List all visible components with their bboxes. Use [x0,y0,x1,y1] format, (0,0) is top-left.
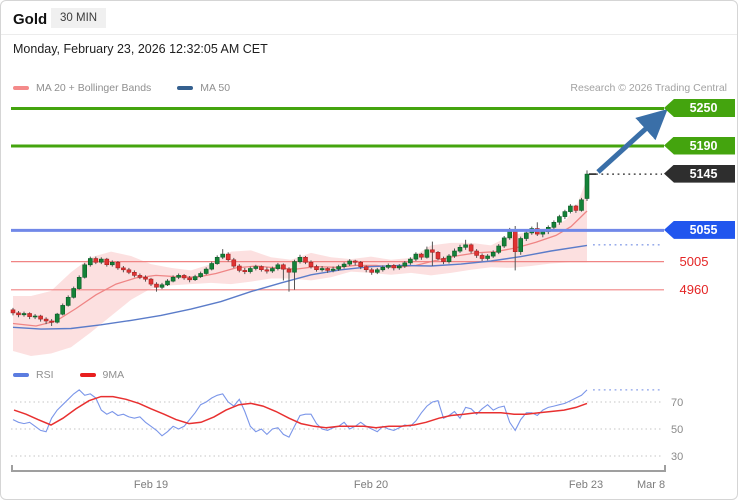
price-level-badge-5190: 5190 [664,136,735,155]
x-axis-label: Feb 19 [134,479,168,491]
ma20-legend-dash-icon [13,86,29,90]
price-level-badge-5250: 5250 [664,99,735,117]
nine-ma-legend-dash-icon [79,373,96,377]
candles [10,170,590,326]
header-divider [1,34,737,35]
research-credit: Research © 2026 Trading Central [570,82,727,94]
ma50-legend-dash-icon [177,86,194,90]
legend-label: MA 20 + Bollinger Bands [36,82,152,94]
instrument-title: Gold [13,11,48,28]
rsi-9ma-line [13,395,588,429]
legend-item-ma50: MA 50 [177,82,230,94]
price-level-badge-5145: 5145 [664,164,735,183]
timeframe-badge[interactable]: 30 MIN [51,8,107,28]
forecast-arrow [596,108,668,174]
price-level-label-5005: 5005 [679,253,709,269]
rsi-line [12,389,588,438]
legend-label: RSI [36,369,54,381]
chart-date: Monday, February 23, 2026 12:32:05 AM CE… [13,42,268,56]
main-legend: MA 20 + Bollinger Bands MA 50 [13,82,248,94]
legend-item-ma20-bollinger: MA 20 + Bollinger Bands [13,82,151,94]
bollinger-band-fill [13,178,587,356]
rsi-legend-dash-icon [13,373,29,377]
rsi-level-label: 70 [671,397,683,409]
x-axis [11,465,666,472]
x-axis-label: Feb 23 [569,479,603,491]
x-axis-label: Feb 20 [354,479,388,491]
x-axis-label: Mar 8 [637,479,665,491]
legend-label: 9MA [102,369,125,381]
rsi-legend: RSI 9MA [13,369,142,381]
rsi-level-label: 30 [671,451,683,463]
legend-item-rsi: RSI [13,369,54,381]
price-level-badge-5055: 5055 [664,220,735,239]
ma50-line [12,244,588,330]
legend-label: MA 50 [200,82,231,94]
rsi-level-label: 50 [671,424,683,436]
legend-item-9ma: 9MA [79,369,125,381]
price-level-label-4960: 4960 [679,281,709,297]
